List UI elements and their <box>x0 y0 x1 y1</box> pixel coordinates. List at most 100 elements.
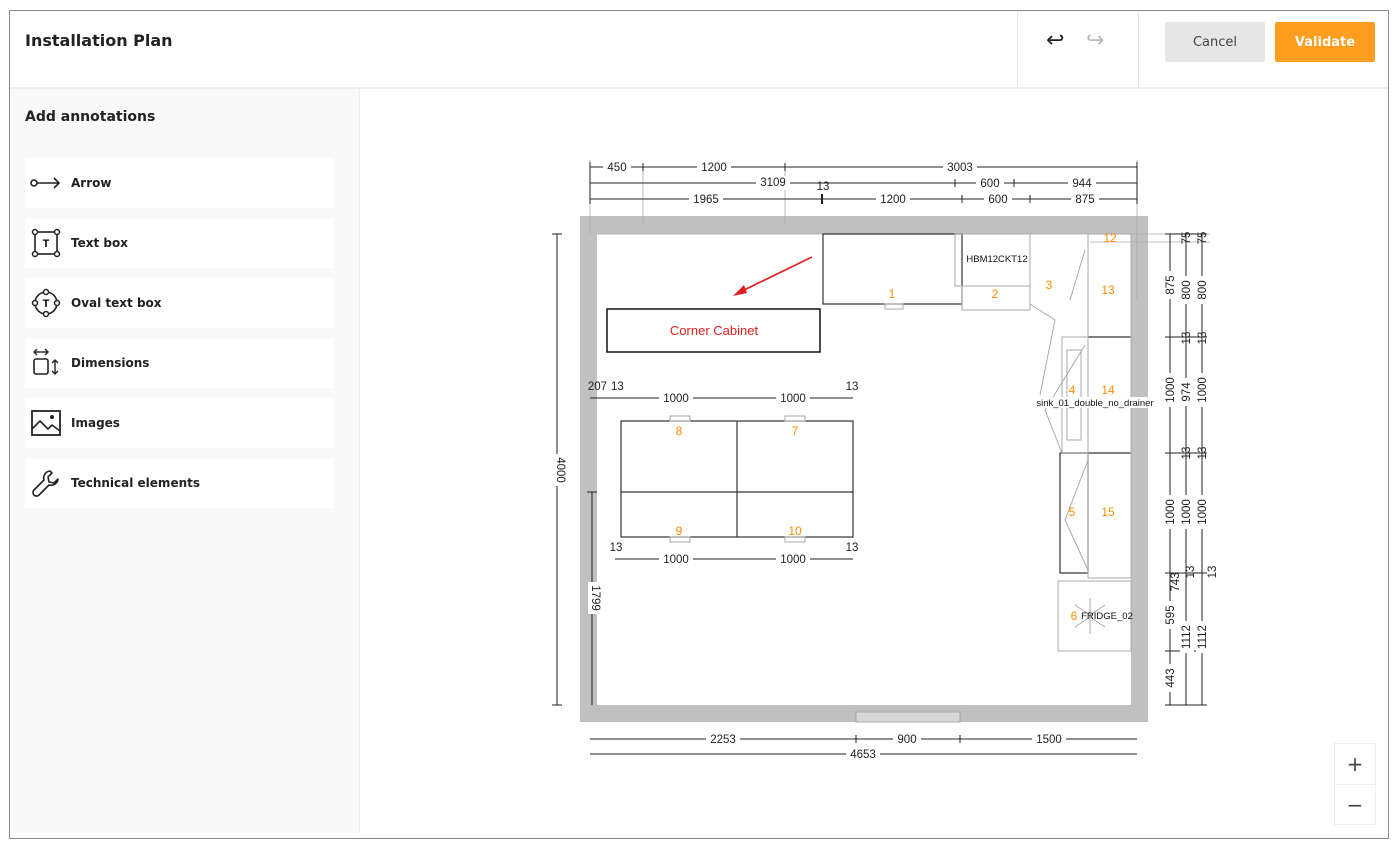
sidebar-item-oval-text-box[interactable]: T Oval text box <box>25 278 334 328</box>
text-box-icon: T <box>29 226 63 260</box>
item-name: FRIDGE_02 <box>1081 611 1133 622</box>
dim-label: 207 <box>588 381 607 393</box>
dim-label: 13 <box>1197 447 1209 460</box>
dim-label: 450 <box>607 162 626 174</box>
dim-label: 75 <box>1181 232 1193 245</box>
undo-icon[interactable]: ↩ <box>1046 28 1065 53</box>
dim-label: 13 <box>846 542 859 554</box>
zoom-controls: + − <box>1334 743 1376 825</box>
svg-text:T: T <box>43 298 50 310</box>
divider <box>1017 11 1018 87</box>
item-numbers: 1 2 3 4 5 6 7 8 9 10 12 13 14 15 <box>676 231 1117 623</box>
item-number: 13 <box>1101 283 1115 297</box>
window <box>855 711 961 723</box>
dim-label: 443 <box>1165 668 1177 687</box>
sidebar-item-label: Dimensions <box>71 356 150 370</box>
item-name: HBM12CKT12 <box>966 254 1027 265</box>
validate-button[interactable]: Validate <box>1275 22 1375 62</box>
annotation-text: Corner Cabinet <box>670 323 759 338</box>
plan-canvas[interactable]: 450 1200 3003 3109 600 944 13 1965 1200 … <box>360 89 1388 838</box>
arrow-annotation[interactable] <box>733 256 813 296</box>
dim-label: 13 <box>1207 566 1219 579</box>
item-number: 14 <box>1101 383 1115 397</box>
dim-label: 600 <box>980 178 999 190</box>
sidebar-item-label: Technical elements <box>71 476 200 490</box>
item-number: 15 <box>1101 505 1115 519</box>
item-number: 5 <box>1069 505 1076 519</box>
header: Installation Plan ↩ ↪ Cancel Validate <box>10 11 1388 89</box>
annotations-sidebar: Add annotations Arrow T Text box T Oval … <box>10 89 360 833</box>
dim-label: 900 <box>897 734 916 746</box>
dim-label: 1200 <box>701 162 727 174</box>
dim-label: 75 <box>1197 232 1209 245</box>
dim-label: 13 <box>610 542 623 554</box>
zoom-out-button[interactable]: − <box>1346 793 1364 817</box>
item-number: 6 <box>1071 609 1078 623</box>
sink <box>1061 336 1089 454</box>
dim-label: 875 <box>1075 194 1094 206</box>
sidebar-item-dimensions[interactable]: Dimensions <box>25 338 334 388</box>
dim-label: 1000 <box>1165 499 1177 525</box>
item-number: 4 <box>1069 383 1076 397</box>
item-number: 9 <box>676 524 683 538</box>
sidebar-item-label: Arrow <box>71 176 112 190</box>
redo-icon[interactable]: ↪ <box>1086 28 1105 53</box>
dim-label: 13 <box>1185 566 1197 579</box>
dim-label: 4653 <box>850 749 876 761</box>
dim-label: 1000 <box>1197 377 1209 403</box>
dimension-labels: 450 1200 3003 3109 600 944 13 1965 1200 … <box>553 160 1099 761</box>
dim-label: 800 <box>1181 280 1193 299</box>
app-frame <box>9 10 1389 839</box>
sidebar-item-text-box[interactable]: T Text box <box>25 218 334 268</box>
dim-label: 3109 <box>760 177 786 189</box>
dim-label: 1000 <box>663 393 689 405</box>
svg-text:T: T <box>43 238 50 250</box>
divider <box>1138 11 1139 87</box>
zoom-in-button[interactable]: + <box>1335 744 1375 785</box>
text-box-annotation[interactable] <box>606 308 821 353</box>
dim-label: 1000 <box>663 554 689 566</box>
sidebar-item-technical-elements[interactable]: Technical elements <box>25 458 334 508</box>
dim-label: 3003 <box>947 162 973 174</box>
item-number: 3 <box>1046 278 1053 292</box>
dimension-lines <box>552 162 1207 755</box>
dim-label: 800 <box>1197 280 1209 299</box>
dim-label: 1000 <box>780 554 806 566</box>
arrow-icon <box>29 166 63 200</box>
item-number: 12 <box>1103 231 1117 245</box>
dim-label: 1965 <box>693 194 719 206</box>
sidebar-title: Add annotations <box>25 109 156 125</box>
room-walls <box>580 216 1148 722</box>
dim-label: 1500 <box>1036 734 1062 746</box>
dim-label: 1200 <box>880 194 906 206</box>
dim-label: 13 <box>817 181 830 193</box>
wrench-icon <box>29 466 63 500</box>
dim-label: 944 <box>1072 178 1092 190</box>
item-number: 1 <box>889 287 896 301</box>
sidebar-item-arrow[interactable]: Arrow <box>25 158 334 208</box>
dim-label: 13 <box>1181 447 1193 460</box>
fridge <box>1057 580 1132 652</box>
dim-label: 13 <box>1197 332 1209 345</box>
dim-label: 13 <box>846 381 859 393</box>
sidebar-item-label: Oval text box <box>71 296 162 310</box>
item-number: 7 <box>792 424 799 438</box>
installation-plan-drawing: 450 1200 3003 3109 600 944 13 1965 1200 … <box>552 160 1219 761</box>
sidebar-item-label: Text box <box>71 236 128 250</box>
image-icon <box>29 406 63 440</box>
item-number: 2 <box>992 287 999 301</box>
dim-label: 4000 <box>554 457 566 483</box>
dim-label: 1000 <box>1165 377 1177 403</box>
dim-label: 1112 <box>1181 625 1193 649</box>
dim-label: 600 <box>988 194 1007 206</box>
page-title: Installation Plan <box>25 31 173 50</box>
sidebar-item-label: Images <box>71 416 120 430</box>
dim-label: 1000 <box>1197 499 1209 525</box>
dim-label: 2253 <box>710 734 736 746</box>
dim-label: 1000 <box>1181 499 1193 525</box>
sidebar-item-images[interactable]: Images <box>25 398 334 448</box>
item-name: sink_01_double_no_drainer <box>1036 398 1153 409</box>
cancel-button[interactable]: Cancel <box>1165 22 1265 62</box>
dim-label: 13 <box>1181 332 1193 345</box>
dim-label: 1799 <box>589 585 601 611</box>
